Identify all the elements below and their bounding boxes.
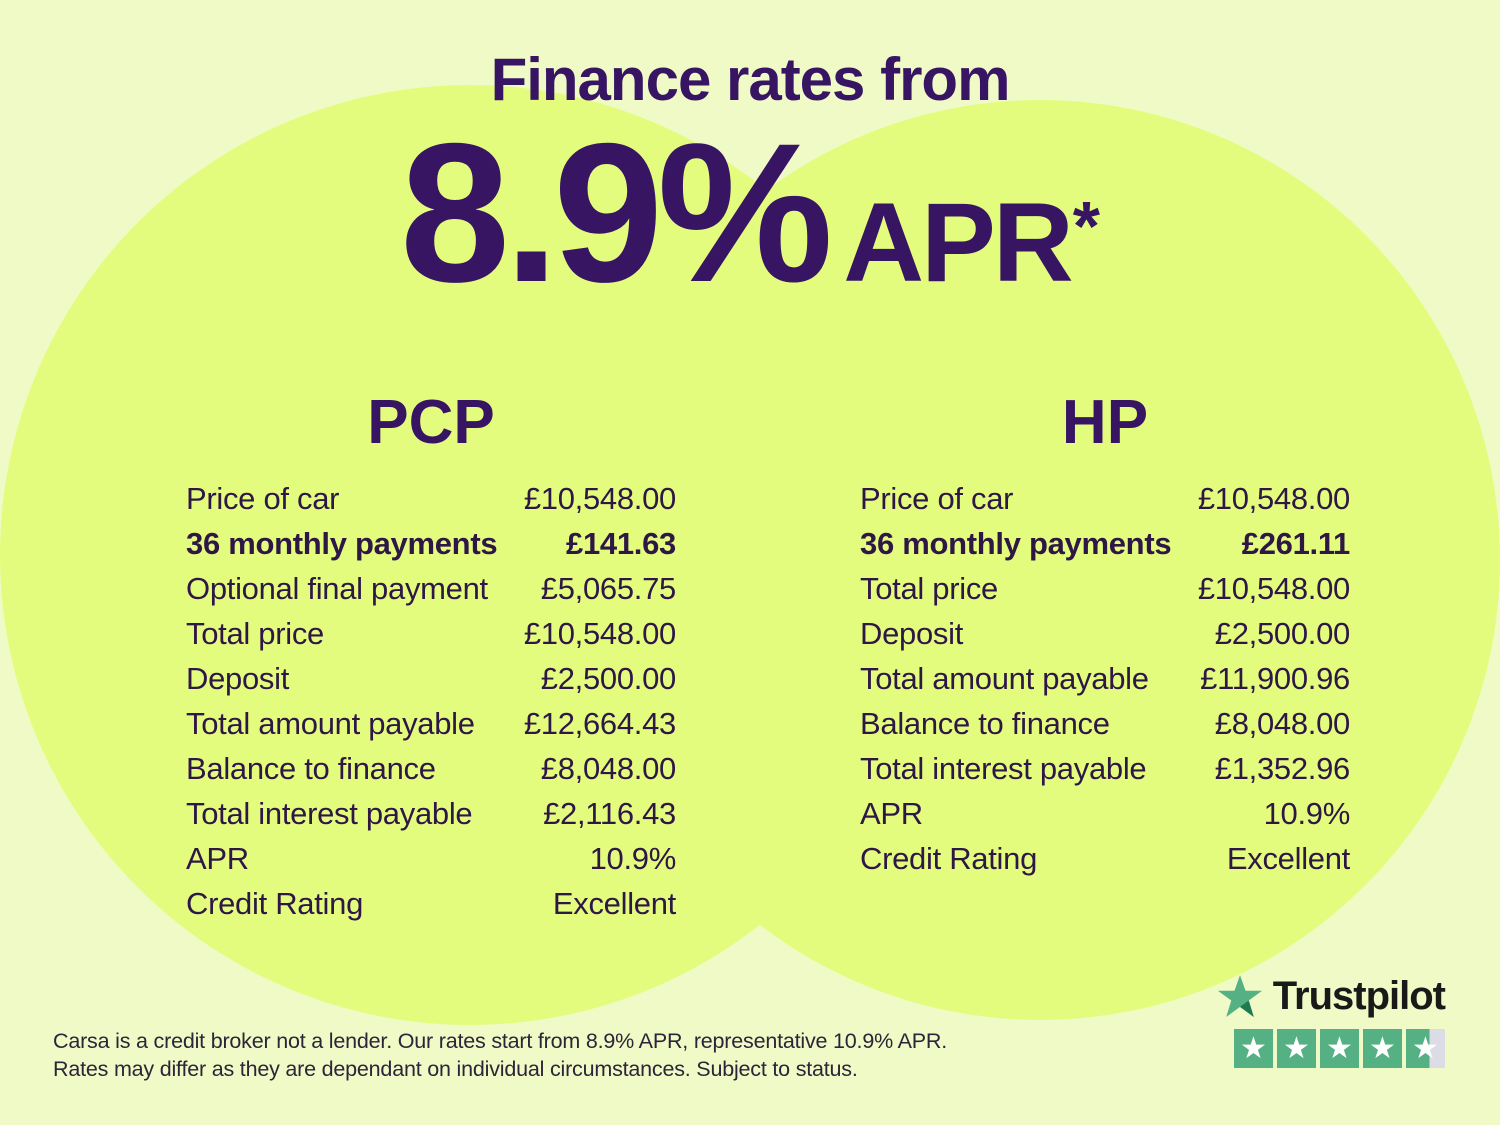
row-value: £2,116.43 — [543, 796, 676, 831]
row-label: Total amount payable — [860, 661, 1149, 696]
table-row: Total interest payable £1,352.96 — [860, 746, 1350, 791]
pcp-table-title: PCP — [367, 388, 495, 457]
table-row: Total amount payable £12,664.43 — [186, 701, 676, 746]
page-title: Finance rates from — [490, 46, 1011, 113]
row-label: Total price — [186, 616, 324, 651]
trustpilot-rating-star-icon: ★ — [1363, 1029, 1402, 1068]
row-label: Balance to finance — [186, 751, 436, 786]
headline-rate-suffix: APR — [843, 180, 1073, 305]
row-value: 10.9% — [1263, 796, 1351, 831]
table-row: Deposit £2,500.00 — [186, 656, 676, 701]
right-background-circle — [580, 100, 1500, 1020]
row-value: £141.63 — [566, 526, 676, 561]
disclaimer-line-1: Carsa is a credit broker not a lender. O… — [53, 1029, 947, 1053]
table-row: 36 monthly payments £261.11 — [860, 521, 1350, 566]
trustpilot-rating-star-icon: ★ — [1277, 1029, 1316, 1068]
row-label: Credit Rating — [186, 886, 364, 921]
trustpilot-half-star-icon: ★ — [1406, 1029, 1445, 1068]
table-row: APR 10.9% — [186, 836, 676, 881]
hp-table-title: HP — [1061, 388, 1149, 457]
row-label: Total interest payable — [860, 751, 1147, 786]
pcp-table: PCP Price of car £10,548.00 36 monthly pay… — [186, 392, 676, 926]
table-row: Total price £10,548.00 — [860, 566, 1350, 611]
row-value: £1,352.96 — [1214, 751, 1351, 786]
table-row: Deposit £2,500.00 — [860, 611, 1350, 656]
table-row: Price of car £10,548.00 — [186, 476, 676, 521]
hp-table: HP Price of car £10,548.00 36 monthly paym… — [860, 392, 1350, 881]
headline-rate-value: 8.9% — [399, 102, 833, 323]
disclaimer-text: Carsa is a credit broker not a lender. O… — [53, 1027, 947, 1083]
table-row: Total interest payable £2,116.43 — [186, 791, 676, 836]
star-icon: ★ — [1240, 1032, 1267, 1065]
pcp-table-rows: Price of car £10,548.00 36 monthly payment… — [186, 476, 676, 926]
table-row: Optional final payment £5,065.75 — [186, 566, 676, 611]
table-row: Balance to finance £8,048.00 — [860, 701, 1350, 746]
headline-rate: 8.9% APR * — [0, 102, 1500, 323]
star-icon: ★ — [1283, 1032, 1310, 1065]
trustpilot-rating-star-icon: ★ — [1234, 1029, 1273, 1068]
table-row: Total price £10,548.00 — [186, 611, 676, 656]
row-value: £2,500.00 — [540, 661, 677, 696]
star-icon: ★ — [1369, 1032, 1396, 1065]
trustpilot-widget: Trustpilot ★ ★ ★ ★ ★ — [1217, 974, 1446, 1068]
row-label: Deposit — [186, 661, 290, 696]
headline-asterisk: * — [1072, 187, 1101, 265]
row-value: £8,048.00 — [1214, 706, 1351, 741]
row-label: Credit Rating — [860, 841, 1038, 876]
row-value: Excellent — [1226, 841, 1350, 876]
row-value: £12,664.43 — [523, 706, 676, 741]
trustpilot-rating-stars: ★ ★ ★ ★ ★ — [1234, 1029, 1445, 1068]
row-label: Total price — [860, 571, 998, 606]
row-label: Balance to finance — [860, 706, 1110, 741]
row-value: £11,900.96 — [1200, 661, 1350, 696]
row-label: 36 monthly payments — [186, 526, 498, 561]
row-value: £10,548.00 — [1197, 481, 1350, 516]
row-label: Deposit — [860, 616, 964, 651]
row-label: APR — [186, 841, 249, 876]
hp-table-rows: Price of car £10,548.00 36 monthly payment… — [860, 476, 1350, 881]
row-value: £2,500.00 — [1214, 616, 1351, 651]
star-icon: ★ — [1412, 1032, 1439, 1065]
row-value: £10,548.00 — [1197, 571, 1350, 606]
disclaimer-line-2: Rates may differ as they are dependant o… — [53, 1057, 858, 1081]
row-value: 10.9% — [589, 841, 677, 876]
trustpilot-rating-star-icon: ★ — [1320, 1029, 1359, 1068]
row-value: £5,065.75 — [540, 571, 677, 606]
row-label: Total interest payable — [186, 796, 473, 831]
row-label: 36 monthly payments — [860, 526, 1172, 561]
table-row: Credit Rating Excellent — [186, 881, 676, 926]
row-label: Price of car — [860, 481, 1014, 516]
row-value: £8,048.00 — [540, 751, 677, 786]
row-value: £261.11 — [1241, 526, 1351, 561]
table-row: Balance to finance £8,048.00 — [186, 746, 676, 791]
table-row: APR 10.9% — [860, 791, 1350, 836]
table-row: Total amount payable £11,900.96 — [860, 656, 1350, 701]
row-label: Price of car — [186, 481, 340, 516]
row-label: Total amount payable — [186, 706, 475, 741]
table-row: Price of car £10,548.00 — [860, 476, 1350, 521]
table-row: Credit Rating Excellent — [860, 836, 1350, 881]
trustpilot-star-icon — [1217, 974, 1262, 1017]
row-value: Excellent — [552, 886, 676, 921]
row-value: £10,548.00 — [523, 616, 676, 651]
row-value: £10,548.00 — [523, 481, 676, 516]
star-icon: ★ — [1326, 1032, 1353, 1065]
trustpilot-brand-text: Trustpilot — [1272, 974, 1446, 1018]
trustpilot-logo: Trustpilot — [1217, 974, 1446, 1019]
row-label: Optional final payment — [186, 571, 488, 606]
table-row: 36 monthly payments £141.63 — [186, 521, 676, 566]
row-label: APR — [860, 796, 923, 831]
